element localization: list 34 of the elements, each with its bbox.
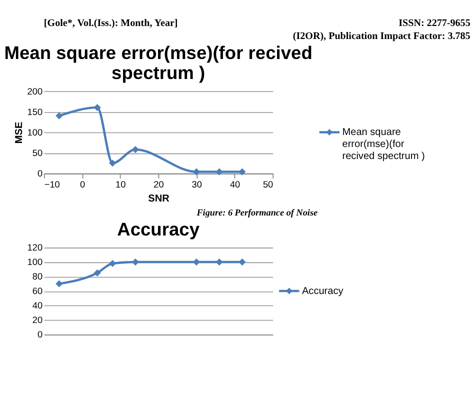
point: [216, 258, 223, 266]
legend-label: Accuracy: [302, 286, 344, 297]
legend-label: Mean square error(mse)(for recived spectrum ): [342, 126, 425, 162]
y-tick-label: 60: [32, 286, 43, 296]
point: [94, 269, 101, 276]
y-tick-label: 20: [32, 315, 43, 326]
y-tick-label: 100: [27, 257, 43, 268]
point: [109, 260, 116, 268]
y-tick-label: 50: [32, 148, 43, 158]
text: Figure: 6 Performance of Noise: [196, 208, 318, 218]
chart-title: Accuracy: [117, 218, 200, 240]
point: [238, 258, 246, 266]
x-tick-label: −10: [44, 180, 60, 190]
y-tick-label: 0: [37, 168, 43, 179]
y-tick-label: 80: [32, 272, 43, 282]
y-tick-label: 200: [27, 86, 43, 96]
x-tick-label: 20: [154, 180, 164, 190]
text: (I2OR), Publication Impact Factor: 3.785: [292, 30, 470, 42]
text: ISSN: 2277-9655: [398, 18, 470, 30]
y-tick-label: 150: [27, 106, 43, 117]
text: [Gole*, Vol.(Iss.): Month, Year]: [44, 18, 178, 30]
x-tick-label: 40: [230, 180, 240, 190]
y-tick-label: 0: [37, 330, 43, 340]
x-tick-label: 30: [192, 180, 202, 190]
y-tick-label: 40: [32, 300, 43, 311]
x-axis-title: SNR: [148, 193, 170, 204]
x-tick-label: 50: [262, 180, 274, 190]
y-tick-label: 120: [27, 242, 43, 253]
x-tick-label: 10: [116, 180, 126, 190]
y-tick-label: 100: [27, 127, 43, 138]
chart-title: Mean square error(mse)(for recived spectrum ): [4, 42, 312, 84]
y-axis-title: MSE: [14, 122, 25, 144]
point: [56, 280, 63, 288]
x-tick-label: 0: [80, 180, 86, 190]
